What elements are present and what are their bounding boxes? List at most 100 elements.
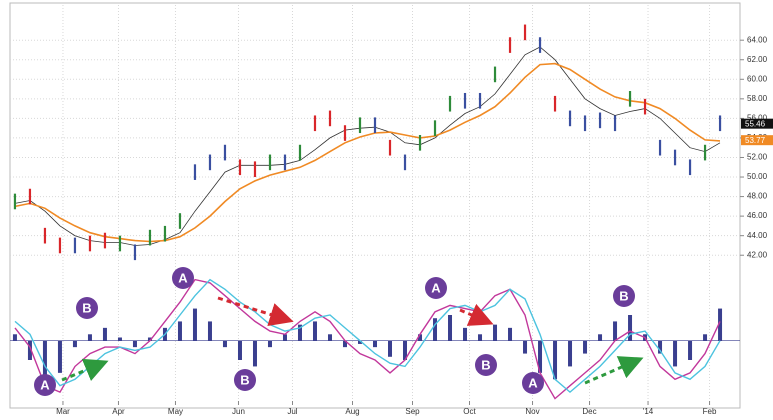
histogram-bar (297, 324, 302, 341)
histogram-bar (342, 340, 347, 348)
annotation-label: B (619, 288, 628, 303)
arrow (584, 356, 644, 385)
annotation-label: B (240, 372, 249, 387)
moving-average (14, 62, 721, 243)
histogram-bar (433, 318, 438, 341)
moving-average (14, 46, 721, 246)
histogram-bar (207, 321, 212, 341)
annotation: A (34, 374, 56, 396)
annotation: B (613, 285, 635, 307)
arrows (61, 296, 644, 385)
y-tick-label: 56.00 (747, 113, 768, 122)
y-tick-label: 52.00 (747, 153, 768, 162)
last-value-label: 53.77 (745, 136, 766, 145)
histogram-bar (42, 340, 47, 380)
x-tick-label: '14 (643, 407, 654, 416)
histogram-bar (357, 340, 362, 344)
histogram-bar (568, 340, 573, 367)
x-tick-label: Sep (405, 407, 420, 416)
x-tick-label: May (168, 407, 183, 416)
histogram-bar (252, 340, 257, 367)
histogram-bar (87, 334, 92, 341)
last-value-label: 55.46 (745, 119, 766, 128)
histogram-bar (478, 334, 483, 341)
histogram-bar (192, 308, 197, 341)
oscillator-line (14, 278, 721, 394)
last-value-box (741, 118, 773, 129)
annotation: B (76, 297, 98, 319)
x-tick-label: Mar (56, 407, 70, 416)
x-tick-label: Jul (287, 407, 297, 416)
histogram-bar (222, 340, 227, 348)
histogram-bar (117, 337, 122, 341)
x-tick-label: Apr (112, 407, 125, 416)
arrow (459, 303, 494, 326)
arrow (217, 296, 294, 327)
histogram-bar (508, 327, 513, 341)
y-tick-label: 64.00 (747, 35, 768, 44)
histogram-bar (373, 340, 377, 348)
histogram-bar (598, 334, 603, 341)
histogram-bar (177, 321, 182, 341)
histogram-bar (463, 327, 468, 341)
y-tick-label: 60.00 (747, 74, 768, 83)
histogram-bar (12, 334, 17, 341)
histogram-bar (703, 334, 708, 341)
x-tick-label: Dec (582, 407, 596, 416)
annotation-label: A (40, 377, 50, 392)
annotation: B (475, 354, 497, 376)
x-tick-label: Aug (345, 407, 359, 416)
histogram-bar (27, 340, 32, 360)
y-tick-label: 42.00 (747, 250, 768, 259)
annotation: B (234, 369, 256, 391)
annotation-label: A (431, 280, 441, 295)
histogram-bar (147, 337, 152, 341)
annotation: A (172, 267, 194, 289)
histogram-bar (583, 340, 588, 354)
histogram-bar (72, 340, 77, 348)
y-tick-label: 62.00 (747, 55, 768, 64)
histogram-bar (388, 340, 393, 357)
histogram-bar (538, 340, 543, 373)
histogram-bar (102, 327, 107, 341)
y-tick-label: 50.00 (747, 172, 768, 181)
histogram-bar (658, 340, 663, 354)
histogram-bar (613, 321, 618, 341)
histogram-bar (267, 340, 272, 348)
histogram-bar (718, 308, 723, 341)
y-tick-label: 44.00 (747, 231, 768, 240)
histogram-bar (553, 340, 558, 380)
plot-frame (9, 2, 741, 409)
histogram-bar (282, 334, 287, 341)
histogram-bar (57, 340, 62, 373)
histogram-bar (688, 340, 693, 360)
y-tick-label: 48.00 (747, 192, 768, 201)
histogram-bar (237, 340, 242, 360)
histogram-bar (418, 334, 423, 341)
annotation-label: A (178, 270, 188, 285)
arrow (61, 358, 109, 382)
histogram-bar (493, 324, 498, 341)
oscillator-line (14, 278, 721, 400)
x-tick-label: Jun (232, 407, 245, 416)
histogram-bar (403, 340, 408, 360)
histogram-bar (523, 340, 528, 354)
histogram-bar (132, 340, 137, 348)
y-tick-label: 46.00 (747, 211, 768, 220)
annotation-label: B (481, 357, 490, 372)
histogram-bar (312, 321, 317, 341)
x-tick-label: Oct (463, 407, 476, 416)
annotation: A (522, 372, 544, 394)
x-tick-label: Feb (703, 407, 717, 416)
histogram-bar (628, 315, 633, 341)
x-tick-label: Nov (525, 407, 539, 416)
histogram-bar (673, 340, 678, 367)
annotation-label: B (82, 300, 91, 315)
annotation: A (425, 277, 447, 299)
last-value-box (741, 135, 773, 146)
histogram-bar (448, 315, 453, 341)
annotation-label: A (528, 375, 538, 390)
y-tick-label: 58.00 (747, 94, 768, 103)
histogram-bar (327, 334, 332, 341)
